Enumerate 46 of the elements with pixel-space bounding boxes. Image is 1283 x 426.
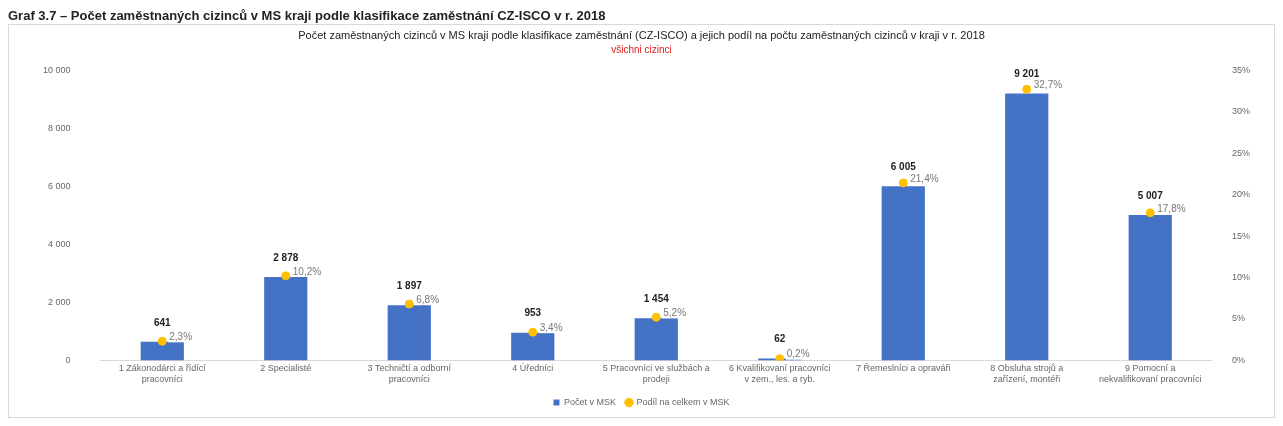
legend-label: Podíl na celkem v MSK [636, 396, 730, 407]
x-tick-label: 2 Specialisté [260, 363, 312, 374]
data-label: 641 [153, 316, 172, 328]
text: Graf 3.7 – Počet zaměstnaných cizinců v MS kraji podle klasifikace zaměstnání CZ-ISCO v r. 2018 [8, 8, 607, 24]
data-label: 1 454 [643, 292, 670, 304]
data-label: 3,4% [539, 321, 563, 333]
chart-subtitle: všichni cizinci [611, 43, 672, 55]
y2-tick-label: 30% [1231, 106, 1250, 117]
y2-tick-label: 5% [1231, 313, 1245, 324]
data-label: 17,8% [1157, 202, 1186, 214]
y2-tick-label: 0% [1231, 354, 1245, 365]
y2-tick-label: 25% [1231, 147, 1250, 158]
data-label: 1 897 [396, 280, 423, 292]
data-label: 62 [774, 333, 786, 345]
x-tick-label: 6 Kvalifikovaní pracovníci v zem., les. a ryb. [728, 363, 831, 385]
y2-tick-label: 10% [1231, 271, 1250, 282]
x-tick-label: 3 Techničtí a odborní pracovníci [367, 363, 452, 385]
data-label: 9 201 [1014, 68, 1040, 80]
data-label: 5 007 [1137, 189, 1164, 201]
y-tick-label: 6 000 [48, 180, 71, 191]
y-tick-label: 2 000 [48, 296, 71, 307]
data-label: 0,2% [786, 348, 810, 360]
legend-label: Počet v MSK [563, 396, 616, 407]
x-tick-label: 5 Pracovníci ve službách a prodeji [602, 363, 710, 385]
y-tick-label: 0 [65, 354, 71, 365]
y2-tick-label: 35% [1231, 64, 1250, 75]
y-tick-label: 8 000 [48, 122, 71, 133]
chart-title: Počet zaměstnaných cizinců v MS kraji podle klasifikace zaměstnání (CZ-ISCO) a jejich podíl na počtu zaměstnaných cizinců v kraji v r. 2018 [298, 28, 985, 41]
y2-tick-label: 15% [1231, 230, 1250, 241]
data-label: 21,4% [910, 172, 939, 184]
y-tick-label: 10 000 [43, 64, 71, 75]
x-tick-label: 8 Obsluha strojů a zařízení, montéři [990, 363, 1064, 385]
data-label: 2 878 [273, 251, 299, 263]
x-tick-label: 1 Zákonodárci a řídící pracovníci [118, 363, 207, 385]
data-label: 6 005 [890, 160, 917, 172]
data-label: 6,8% [416, 293, 440, 305]
x-tick-label: 4 Úředníci [512, 363, 554, 374]
data-label: 2,3% [169, 331, 193, 343]
x-tick-label: 9 Pomocní a nekvalifikovaní pracovníci [1098, 363, 1202, 385]
y-tick-label: 4 000 [48, 238, 71, 249]
data-label: 953 [524, 307, 542, 319]
data-label: 32,7% [1033, 79, 1063, 91]
data-label: 10,2% [292, 265, 322, 277]
data-label: 5,2% [663, 307, 687, 319]
y2-tick-label: 20% [1231, 189, 1250, 200]
x-tick-label: 7 Řemeslníci a opraváři [855, 363, 951, 374]
